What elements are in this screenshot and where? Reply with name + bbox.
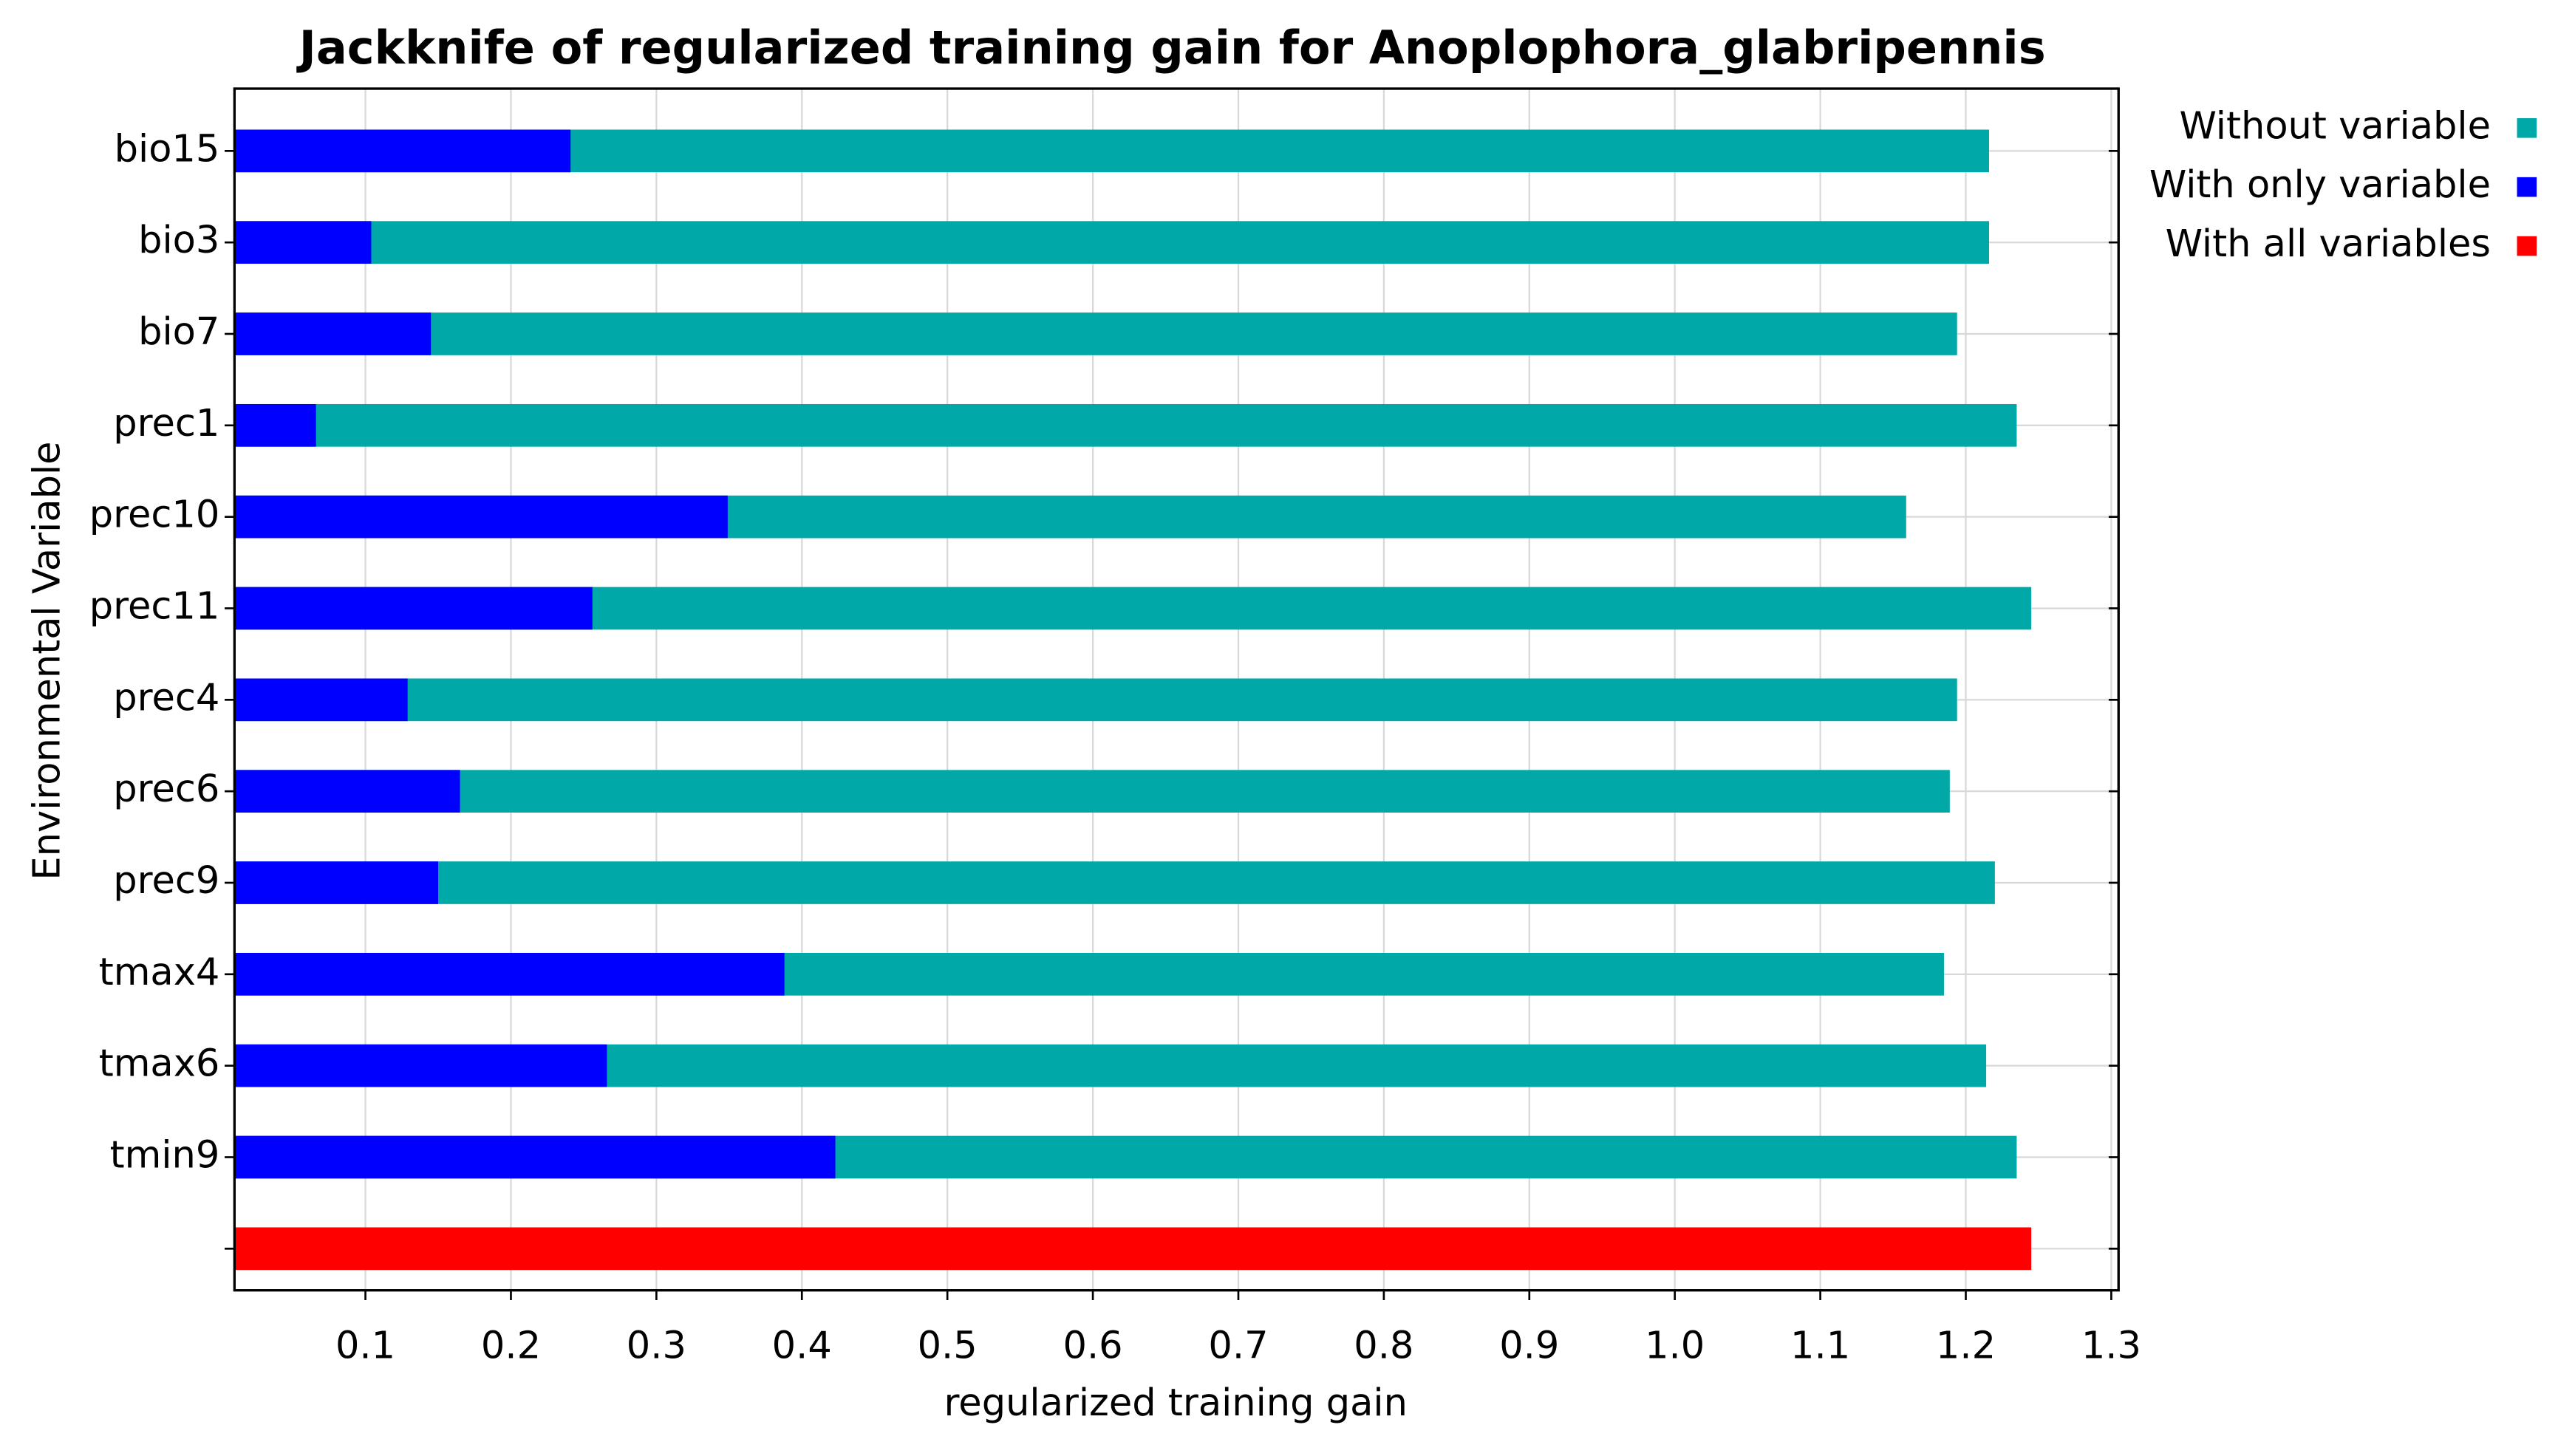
chart-title: Jackknife of regularized training gain f… xyxy=(296,21,2046,75)
x-tick-label: 0.8 xyxy=(1354,1324,1413,1367)
bar xyxy=(234,861,1995,904)
x-axis-label: regularized training gain xyxy=(944,1381,1408,1425)
x-tick-label: 0.1 xyxy=(335,1324,395,1367)
bar xyxy=(234,861,439,904)
y-tick-label: prec11 xyxy=(89,584,220,628)
y-tick-label: tmax4 xyxy=(99,951,220,994)
bar xyxy=(234,221,1990,264)
legend-swatch xyxy=(2517,117,2537,138)
y-tick-label: bio7 xyxy=(138,310,219,354)
x-tick-label: 1.1 xyxy=(1790,1324,1850,1367)
x-tick-label: 0.4 xyxy=(772,1324,832,1367)
legend-swatch xyxy=(2517,177,2537,197)
legend-swatch xyxy=(2517,236,2537,256)
x-tick-label: 0.3 xyxy=(627,1324,686,1367)
x-tick-label: 0.2 xyxy=(481,1324,541,1367)
y-tick-label: tmax6 xyxy=(99,1042,220,1086)
y-tick-label: tmin9 xyxy=(110,1133,220,1177)
x-tick-label: 0.6 xyxy=(1063,1324,1122,1367)
bar xyxy=(234,1227,2032,1271)
bar xyxy=(234,129,571,173)
bar xyxy=(234,495,728,539)
bar xyxy=(234,678,408,722)
y-tick-label: prec1 xyxy=(113,402,219,445)
bar xyxy=(234,312,432,355)
bar xyxy=(234,587,593,630)
bar xyxy=(234,1044,607,1087)
bar xyxy=(234,403,2017,447)
bar xyxy=(234,1135,836,1179)
bar xyxy=(234,221,372,264)
y-tick-label: prec6 xyxy=(113,768,219,811)
y-tick-label: bio3 xyxy=(138,219,219,262)
y-axis-label: Environmental Variable xyxy=(26,441,69,880)
x-tick-label: 0.9 xyxy=(1499,1324,1559,1367)
x-tick-label: 1.2 xyxy=(1936,1324,1996,1367)
legend-label: With all variables xyxy=(2166,222,2491,266)
bar xyxy=(234,952,785,996)
y-tick-label: bio15 xyxy=(115,127,220,171)
x-tick-label: 0.5 xyxy=(918,1324,978,1367)
x-tick-label: 1.3 xyxy=(2081,1324,2141,1367)
y-tick-label: prec4 xyxy=(113,676,219,720)
x-tick-label: 0.7 xyxy=(1208,1324,1268,1367)
bar xyxy=(234,770,460,813)
y-tick-label: prec9 xyxy=(113,859,219,903)
bar xyxy=(234,403,316,447)
legend-label: Without variable xyxy=(2179,104,2491,148)
bar xyxy=(234,770,1950,813)
plot-frame xyxy=(233,87,2120,1292)
y-tick-label: prec10 xyxy=(89,493,220,537)
x-tick-label: 1.0 xyxy=(1645,1324,1705,1367)
legend-label: With only variable xyxy=(2149,163,2491,207)
bar xyxy=(234,678,1957,722)
bar xyxy=(234,312,1957,355)
